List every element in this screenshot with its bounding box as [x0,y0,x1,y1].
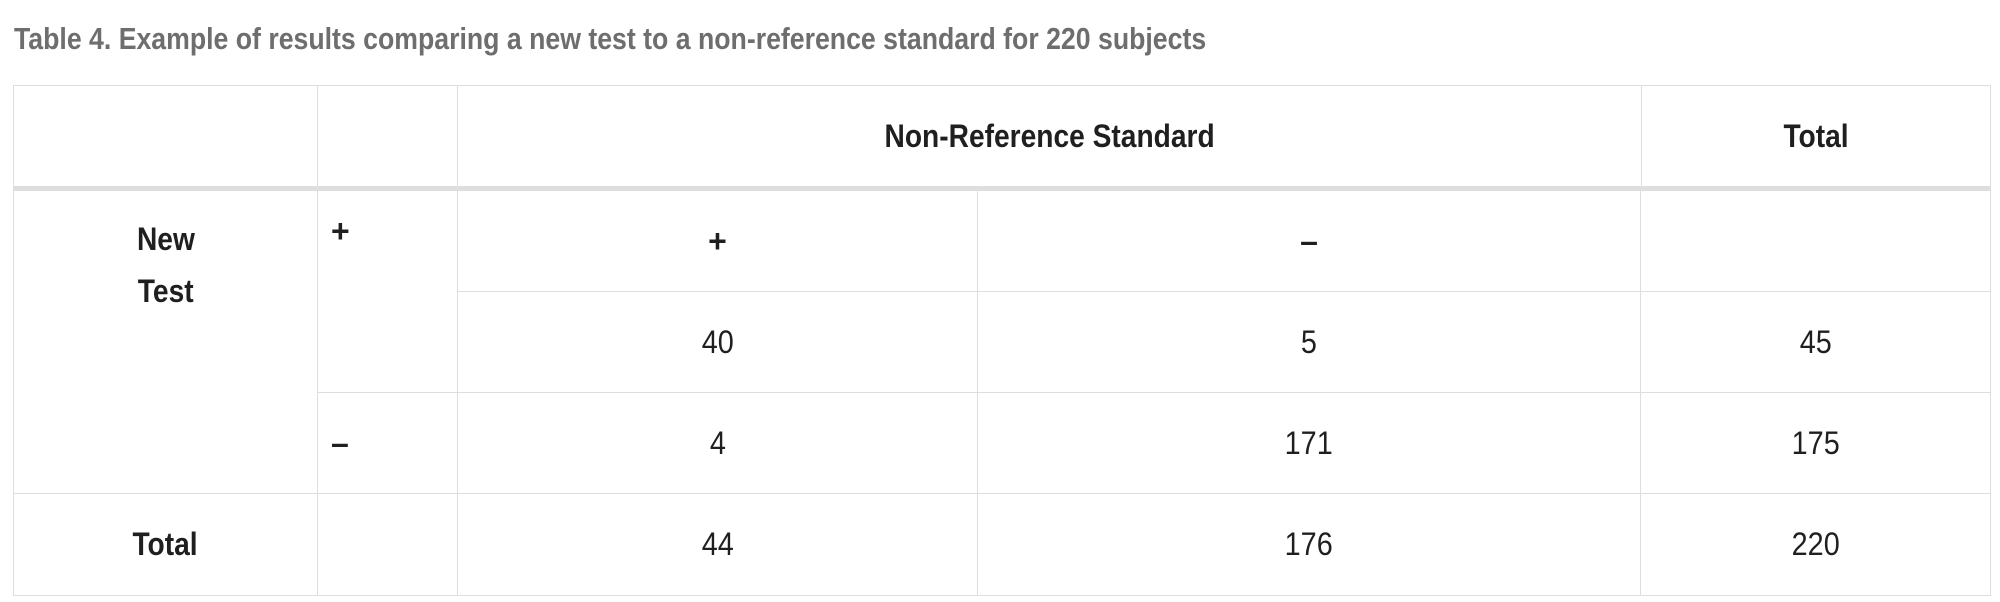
cell-false-negative: 4 [457,392,978,494]
cell-grand-total: 220 [1639,493,1992,596]
cell-column-total-positive: 44 [457,493,978,596]
new-test-row-label: New Test [13,188,318,494]
cell-true-negative: 171 [977,392,1641,494]
column-sign-positive: + [457,188,978,292]
cell-negative-total: 175 [1639,392,1992,494]
header-sign-cell [317,85,458,189]
results-table: Non-Reference Standard Total New Test + … [13,85,1992,596]
table-row-total: Total 44 176 220 [13,493,1992,596]
total-row-sign [317,493,458,596]
table-caption: Table 4. Example of results comparing a … [14,21,1207,56]
header-corner-cell [13,85,318,189]
row-sign-negative: – [317,392,458,494]
cell-true-positive: 40 [457,291,978,393]
table-row-positive: 40 5 45 [14,291,1992,393]
total-column-header: Total [1783,117,1849,154]
table-row-negative: – 4 171 175 [14,392,1992,494]
column-group-header: Non-Reference Standard [458,86,1642,186]
cell-column-total-negative: 176 [977,493,1641,596]
row-sign-positive: + [317,188,458,393]
header-group-wrapper: Non-Reference Standard Total [456,85,1992,189]
column-sign-negative: – [977,188,1641,292]
cell-false-positive: 5 [977,291,1641,393]
cell-positive-total: 45 [1639,291,1992,393]
table-header-row: Non-Reference Standard Total [13,85,1992,189]
header-inner: Non-Reference Standard Total [458,86,1991,186]
column-sign-row: New Test + + – [13,188,1992,494]
column-sign-total [1639,188,1992,292]
total-row-label: Total [13,493,318,596]
